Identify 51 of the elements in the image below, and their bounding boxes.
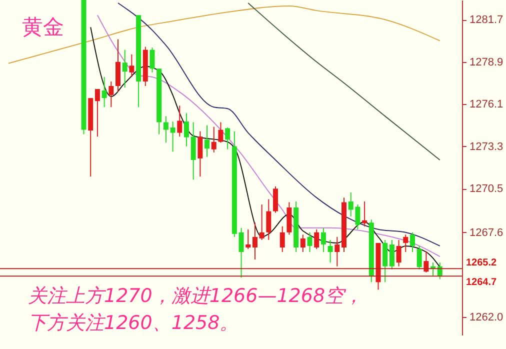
candlestick <box>246 228 251 250</box>
y-tick-label: 1278.9 <box>470 56 504 68</box>
candlestick <box>307 232 312 253</box>
candlestick <box>170 120 176 152</box>
y-tick-label: 1273.3 <box>470 140 504 153</box>
y-tick-label: 1281.7 <box>470 14 504 26</box>
candlestick <box>211 126 216 153</box>
candlestick <box>163 116 168 144</box>
candlestick <box>300 234 306 253</box>
candlestick <box>198 130 203 178</box>
line-series <box>8 6 440 64</box>
candlestick <box>334 236 340 267</box>
candlestick <box>252 222 258 260</box>
y-tick-label: 1267.6 <box>470 226 504 239</box>
candlestick <box>362 200 368 227</box>
ref-line-label: 1265.2 <box>466 258 498 269</box>
candlestick <box>424 250 429 273</box>
candlestick <box>259 204 264 240</box>
candlestick <box>410 232 415 253</box>
ref-line-label: 1264.7 <box>466 277 498 288</box>
y-tick-label: 1276.1 <box>470 98 504 111</box>
candlestick <box>225 127 230 150</box>
candlestick <box>122 49 128 88</box>
candlestick <box>184 112 189 147</box>
candlestick <box>218 122 224 144</box>
candlestick <box>177 105 182 138</box>
candlestick <box>273 186 278 214</box>
candlestick <box>416 245 422 270</box>
candlestick <box>314 228 320 250</box>
candlestick <box>403 234 408 253</box>
candlestick <box>266 198 272 240</box>
candlestick <box>238 227 244 278</box>
candlestick <box>108 80 114 108</box>
candlestick <box>389 239 394 270</box>
line-series <box>248 2 440 160</box>
annotation: 下方关注1260、1258。 <box>28 312 239 334</box>
candlestick <box>94 88 100 138</box>
candlestick <box>190 122 196 180</box>
text: 黄金 <box>22 15 64 39</box>
candlestick <box>382 239 388 283</box>
candlestick <box>320 227 326 253</box>
candlestick <box>328 239 333 264</box>
candlestick <box>129 54 134 78</box>
candlestick <box>396 239 402 267</box>
candlestick <box>204 124 210 158</box>
candlestick <box>102 76 107 108</box>
y-tick-label: 1270.5 <box>470 183 504 196</box>
annotation: 关注上方1270，激进1266—1268空， <box>28 285 364 307</box>
y-tick-label: 1262.0 <box>470 311 504 324</box>
candlestick <box>150 47 155 73</box>
candlestick <box>280 226 285 253</box>
